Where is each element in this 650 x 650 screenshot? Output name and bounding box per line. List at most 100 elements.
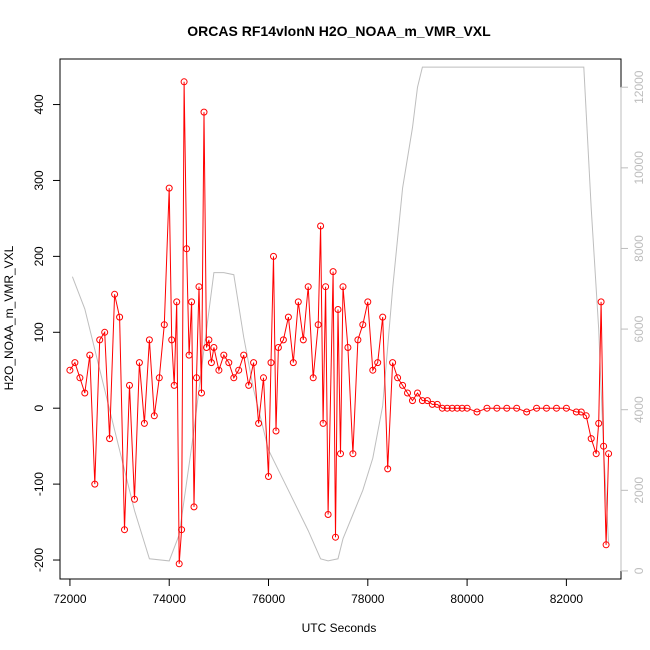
y-tick-label: 300 [32,170,46,190]
h2o-point [165,184,173,192]
h2o-point [595,419,603,427]
h2o-point [272,427,280,435]
h2o-point [289,359,297,367]
h2o-point [135,359,143,367]
h2o-point [414,389,421,397]
h2o-point [145,336,153,344]
h2o-point [188,298,196,306]
x-tick-label: 76000 [252,592,286,606]
h2o-point [91,480,99,488]
y-axis-label: H2O_NOAA_m_VMR_VXL [2,245,16,390]
h2o-point [215,366,223,374]
h2o-point [183,245,191,253]
h2o-point [364,298,372,306]
h2o-point [76,374,84,382]
h2o-point [185,351,193,359]
h2o-point [592,450,600,458]
h2o-point [66,366,74,374]
h2o-point [173,298,181,306]
h2o-point [577,408,585,416]
h2o-point [284,313,292,321]
h2o-point [600,442,608,450]
h2o-point [443,404,451,412]
h2o-point [394,374,402,382]
h2o-point [433,400,441,408]
h2o-point [605,450,613,458]
y2-tick-label: 0 [632,567,646,574]
h2o-point [200,108,208,116]
h2o-point [493,404,501,412]
h2o-point [304,283,312,291]
h2o-point [116,313,124,321]
y-tick-label: -100 [32,472,46,496]
h2o-point [274,344,282,351]
h2o-point [260,374,267,382]
h2o-point [374,359,382,367]
h2o-point [543,404,550,412]
y-axis: -200 -100 0 100 200 300 400 [32,94,60,572]
y2-tick-label: 10000 [632,151,646,185]
h2o-point [503,404,511,412]
h2o-point [245,381,253,389]
h2o-point [334,306,342,313]
h2o-point [210,344,218,351]
h2o-point [473,408,481,416]
h2o-point [513,404,521,412]
h2o-point [155,374,163,382]
y-tick-label: 0 [32,405,46,412]
h2o-point [322,283,330,291]
h2o-point [121,526,128,534]
h2o-point [270,252,277,260]
y-tick-label: 200 [32,246,46,266]
h2o-point [198,389,205,397]
h2o-point [86,351,94,359]
x-tick-label: 78000 [351,592,385,606]
h2o-point [562,404,570,412]
h2o-point [309,374,317,382]
h2o-point [463,404,471,412]
h2o-point [572,408,580,416]
y-tick-label: 100 [32,322,46,342]
h2o-point [533,404,541,412]
y-tick-label: 400 [32,94,46,114]
x-tick-label: 72000 [53,592,87,606]
h2o-point [220,351,228,359]
x-axis-label: UTC Seconds [302,621,377,635]
h2o-point [428,400,436,408]
h2o-point [337,450,344,458]
h2o-point [582,412,590,420]
h2o-point [81,389,89,397]
h2o-point [96,336,104,344]
h2o-point [203,344,210,351]
h2o-point [230,374,238,382]
h2o-point [339,283,347,291]
h2o-point [317,222,325,230]
h2o-point [523,408,531,416]
h2o-series [66,78,613,568]
h2o-point [483,404,491,412]
y2-tick-label: 8000 [632,235,646,262]
h2o-point [150,412,158,420]
h2o-point [379,313,387,321]
altitude-series [71,66,610,562]
h2o-point [101,328,109,336]
h2o-point [106,435,114,443]
y-tick-label: -200 [32,548,46,572]
plot-frame [59,58,622,580]
h2o-point [180,78,188,86]
h2o-point [255,419,263,427]
h2o-point [178,526,186,534]
h2o-point [111,290,119,298]
h2o-point [597,298,605,306]
h2o-point [279,336,287,344]
h2o-point [193,374,200,382]
h2o-point [225,359,233,367]
h2o-point [267,359,275,367]
h2o-point [207,359,215,367]
h2o-point [359,321,367,329]
h2o-point [349,450,357,458]
h2o-line [69,81,610,564]
h2o-point [553,404,560,412]
h2o-point [453,404,461,412]
